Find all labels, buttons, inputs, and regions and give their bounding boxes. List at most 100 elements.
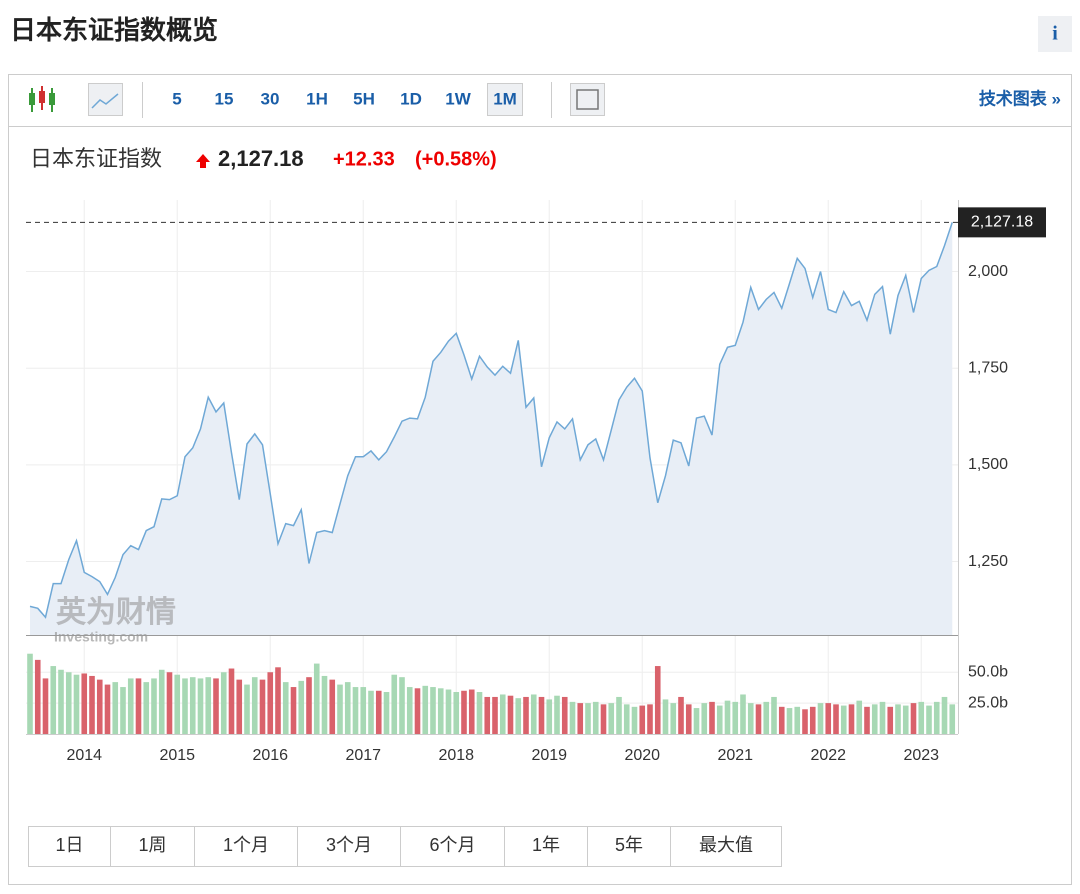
interval-button[interactable]: 1W xyxy=(445,89,471,108)
range-button[interactable] xyxy=(110,826,195,867)
volume-bar xyxy=(437,688,444,734)
volume-bar xyxy=(244,684,250,734)
quote-change: +12.33 xyxy=(333,148,395,170)
volume-bar xyxy=(600,704,607,734)
widget-frame xyxy=(8,74,1072,885)
volume-bar xyxy=(662,699,669,734)
volume-bar xyxy=(321,675,328,734)
volume-bar xyxy=(561,696,568,734)
y-tick-label: 1,250 xyxy=(968,553,1008,570)
volume-bar xyxy=(585,703,591,734)
volume-bar xyxy=(879,701,886,734)
volume-bar xyxy=(523,696,529,734)
candle-icon[interactable] xyxy=(29,86,55,112)
info-icon[interactable]: i xyxy=(1052,23,1058,45)
price-line xyxy=(29,222,953,619)
range-button[interactable] xyxy=(670,826,782,867)
range-button[interactable] xyxy=(28,826,111,867)
range-button-label[interactable]: 3个月 xyxy=(326,835,372,855)
volume-bar xyxy=(778,706,785,734)
volume-bar xyxy=(616,696,622,734)
volume-bar xyxy=(360,687,367,734)
volume-bar xyxy=(81,673,88,734)
volume-bar xyxy=(848,704,855,734)
x-tick-label: 2014 xyxy=(66,747,102,764)
range-button-label[interactable]: 最大值 xyxy=(699,835,753,855)
range-button-label[interactable]: 1个月 xyxy=(223,835,269,855)
table-icon xyxy=(576,89,599,110)
quote-change-percent: (+0.58%) xyxy=(415,148,497,170)
volume-bar xyxy=(833,704,839,734)
volume-bar xyxy=(205,677,212,734)
range-button-label[interactable]: 1周 xyxy=(138,835,166,855)
volume-bar xyxy=(27,653,33,734)
line-icon-button[interactable] xyxy=(88,83,123,116)
volume-bar xyxy=(763,701,770,734)
volume-bar xyxy=(352,687,359,734)
volume-bar xyxy=(802,709,808,734)
x-tick-label: 2015 xyxy=(159,747,195,764)
volume-bar xyxy=(840,705,847,734)
volume-bar xyxy=(647,704,653,734)
volume-bar xyxy=(786,708,793,734)
volume-bar xyxy=(120,687,126,734)
range-button-label[interactable]: 1年 xyxy=(532,835,560,855)
volume-bar xyxy=(569,701,576,734)
volume-bar xyxy=(654,666,661,734)
interval-button[interactable]: 5H xyxy=(353,89,375,108)
y-tick-label: 2,000 xyxy=(968,263,1008,280)
volume-bar xyxy=(189,677,196,734)
volume-bar xyxy=(933,701,940,734)
volume-bar xyxy=(213,678,219,734)
technical-chart-link[interactable]: 技术图表 » xyxy=(979,88,1061,108)
interval-active-box[interactable] xyxy=(487,83,523,116)
volume-bar xyxy=(864,706,870,734)
x-tick-label: 2023 xyxy=(903,747,939,764)
volume-bar xyxy=(678,696,684,734)
volume-bar xyxy=(461,690,467,734)
range-button[interactable] xyxy=(400,826,505,867)
volume-bar xyxy=(313,663,320,734)
volume-bar xyxy=(430,687,436,734)
volume-bar xyxy=(492,696,498,734)
range-button-label[interactable]: 5年 xyxy=(615,835,643,855)
range-button[interactable] xyxy=(297,826,401,867)
info-button[interactable] xyxy=(1038,16,1072,52)
volume-bar xyxy=(391,674,398,734)
volume-bar xyxy=(228,668,235,734)
volume-bar xyxy=(809,706,816,734)
interval-button[interactable]: 5 xyxy=(172,89,181,108)
volume-bar xyxy=(716,705,723,734)
quote-name: 日本东证指数 xyxy=(30,146,162,171)
table-icon-button[interactable] xyxy=(570,83,605,116)
interval-button[interactable]: 1H xyxy=(306,89,328,108)
volume-bar xyxy=(127,678,134,734)
volume-bar xyxy=(546,699,553,734)
x-tick-label: 2017 xyxy=(345,747,381,764)
volume-bar xyxy=(577,703,584,734)
volume-bar xyxy=(329,679,336,734)
range-button[interactable] xyxy=(194,826,298,867)
volume-bar xyxy=(592,701,599,734)
x-tick-label: 2016 xyxy=(252,747,288,764)
interval-button[interactable]: 15 xyxy=(215,89,234,108)
volume-bar xyxy=(368,690,374,734)
interval-button[interactable]: 30 xyxy=(261,89,280,108)
volume-bar xyxy=(887,706,894,734)
volume-bar xyxy=(96,679,103,734)
volume-bar xyxy=(251,677,258,734)
volume-bar xyxy=(918,701,925,734)
volume-bar xyxy=(73,674,80,734)
volume-bar xyxy=(375,690,382,734)
interval-button[interactable]: 1M xyxy=(493,89,517,108)
volume-bar xyxy=(445,689,452,734)
volume-tick-label: 50.0b xyxy=(968,663,1008,680)
range-button-label[interactable]: 6个月 xyxy=(429,835,475,855)
interval-button[interactable]: 1D xyxy=(400,89,422,108)
range-button[interactable] xyxy=(504,826,588,867)
volume-bar xyxy=(220,672,227,734)
range-button-label[interactable]: 1日 xyxy=(55,835,83,855)
price-area xyxy=(30,222,953,636)
volume-bar xyxy=(538,696,545,734)
